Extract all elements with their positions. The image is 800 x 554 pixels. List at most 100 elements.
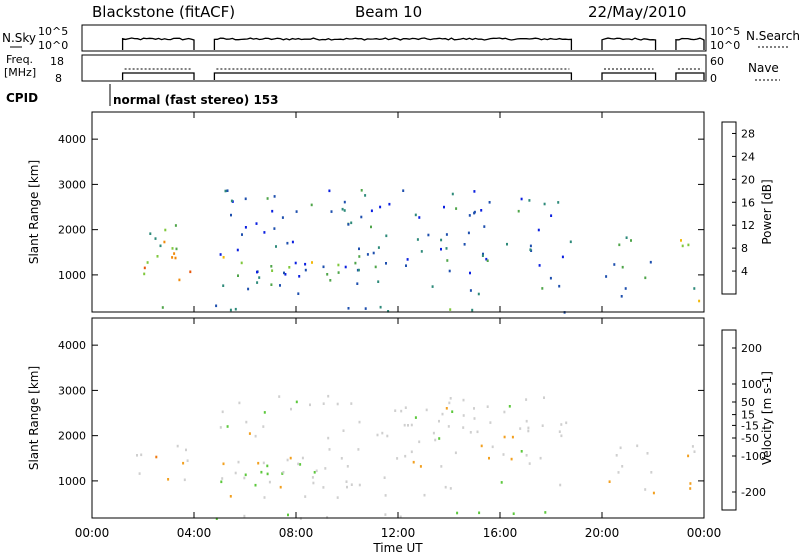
echo-cell xyxy=(358,483,361,487)
echo-cell xyxy=(469,289,472,292)
echo-cell xyxy=(237,274,239,277)
echo-cell xyxy=(449,487,452,490)
echo-cell xyxy=(328,189,331,193)
echo-cell xyxy=(388,202,391,206)
echo-cell xyxy=(500,481,503,484)
echo-cell xyxy=(248,432,251,435)
y-tick-label: 1000 xyxy=(58,269,86,282)
echo-cell xyxy=(431,285,434,288)
echo-cell xyxy=(260,470,263,474)
echo-cell xyxy=(220,480,223,484)
echo-cell xyxy=(469,431,472,434)
power-x-ticks xyxy=(91,112,705,312)
x-tick-label: 00:00 xyxy=(75,526,110,540)
echo-cell xyxy=(569,240,572,244)
echo-cell xyxy=(462,426,465,429)
echo-cell xyxy=(342,429,345,432)
echo-cell xyxy=(529,248,532,251)
echo-cell xyxy=(343,209,346,212)
echo-cell xyxy=(454,451,457,455)
velocity-panel-frame xyxy=(91,317,705,519)
echo-cell xyxy=(304,268,307,272)
echo-cell xyxy=(243,476,246,480)
echo-cell xyxy=(396,457,399,460)
echo-cell xyxy=(455,207,458,210)
echo-cell xyxy=(446,259,449,262)
echo-cell xyxy=(384,513,387,516)
echo-cell xyxy=(376,433,379,437)
y-tick-label: 2000 xyxy=(58,430,86,443)
echo-cell xyxy=(257,461,260,465)
echo-cell xyxy=(406,258,409,261)
y-tick-label: 1000 xyxy=(58,475,86,488)
echo-cell xyxy=(358,420,361,424)
echo-cell xyxy=(344,265,347,269)
echo-cell xyxy=(271,269,274,272)
echo-cell xyxy=(219,253,222,256)
echo-cell xyxy=(244,197,247,201)
echo-cell xyxy=(140,453,143,457)
echo-cell xyxy=(491,445,494,449)
echo-cell xyxy=(488,456,490,460)
echo-cell xyxy=(189,270,192,274)
echo-cell xyxy=(482,252,484,256)
echo-cell xyxy=(615,454,618,457)
echo-cell xyxy=(414,213,417,217)
echo-cell xyxy=(244,226,247,229)
echo-cell xyxy=(558,284,561,288)
echo-cell xyxy=(473,190,476,193)
echo-cell xyxy=(174,256,177,260)
echo-cell xyxy=(295,400,298,404)
echo-cell xyxy=(370,225,372,229)
nsearch-tick-low: 10^0 xyxy=(710,39,740,52)
echo-cell xyxy=(288,266,291,269)
echo-cell xyxy=(404,406,407,409)
cpid-label: CPID xyxy=(6,91,38,105)
echo-cell xyxy=(529,244,532,248)
echo-cell xyxy=(481,254,484,257)
echo-cell xyxy=(289,456,292,460)
echo-cell xyxy=(322,486,325,489)
echo-cell xyxy=(471,308,474,312)
echo-cell xyxy=(456,511,459,515)
echo-cell xyxy=(503,435,506,439)
echo-cell xyxy=(247,287,250,291)
power-ylabel: Slant Range [km] xyxy=(27,160,41,264)
echo-cell xyxy=(311,476,314,479)
echo-cell xyxy=(419,465,422,468)
y-tick-label: 4000 xyxy=(58,133,86,146)
echo-cell xyxy=(423,493,426,497)
echo-cell xyxy=(350,221,353,225)
cpid-value: normal (fast stereo) 153 xyxy=(113,93,279,107)
colorbar-tick-label: 4 xyxy=(741,265,748,278)
echo-cell xyxy=(527,426,530,430)
echo-cell xyxy=(270,283,273,286)
echo-cell xyxy=(322,402,325,405)
echo-cell xyxy=(360,189,363,192)
echo-cell xyxy=(434,438,437,442)
echo-cell xyxy=(299,463,302,466)
echo-cell xyxy=(298,275,301,278)
echo-cell xyxy=(447,425,450,428)
echo-cell xyxy=(480,444,483,448)
echo-cell xyxy=(506,242,508,246)
echo-cell xyxy=(386,434,389,438)
echo-cell xyxy=(652,491,655,495)
echo-cell xyxy=(234,307,237,311)
echo-cell xyxy=(221,477,224,480)
echo-cell xyxy=(418,216,421,219)
echo-cell xyxy=(525,419,528,423)
freq-segment xyxy=(213,72,573,80)
echo-cell xyxy=(263,231,266,234)
velocity-x-ticks xyxy=(91,318,705,518)
echo-cell xyxy=(324,467,327,470)
echo-cell xyxy=(557,201,560,204)
echo-cell xyxy=(337,263,340,267)
echo-cell xyxy=(377,280,380,283)
echo-cell xyxy=(154,237,157,240)
echo-cell xyxy=(256,270,258,274)
echo-cell xyxy=(374,265,377,269)
echo-cell xyxy=(510,457,513,461)
x-tick-labels: 00:00 04:00 08:00 12:00 16:00 20:00 00:00 xyxy=(75,526,722,540)
